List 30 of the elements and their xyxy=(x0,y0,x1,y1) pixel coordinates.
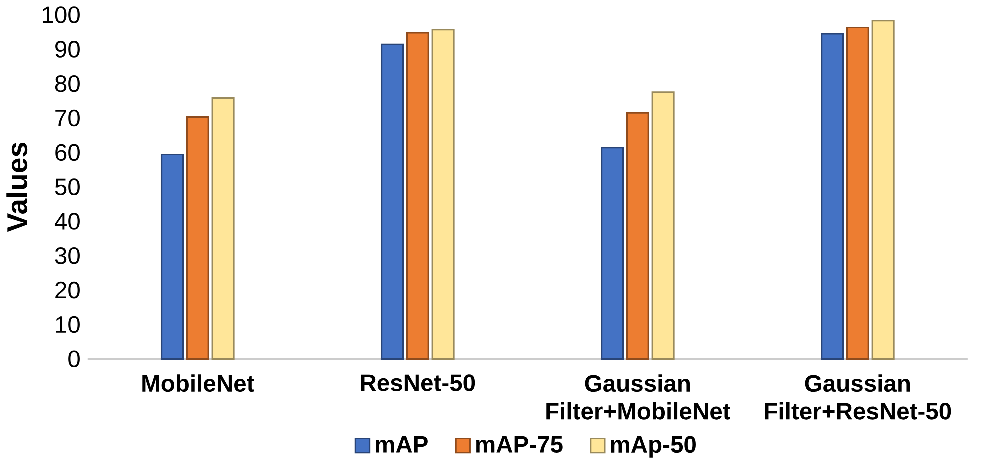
bar xyxy=(186,116,210,360)
y-tick-label: 50 xyxy=(55,178,80,196)
legend-label: mAP-75 xyxy=(476,436,563,454)
bar xyxy=(626,112,650,360)
y-tick-label: 70 xyxy=(56,110,80,127)
bar xyxy=(160,154,184,360)
bar xyxy=(652,92,675,360)
y-tick-label: 10 xyxy=(56,316,80,334)
legend-label: mAP xyxy=(376,436,428,453)
y-tick-label: 0 xyxy=(68,350,80,368)
bar xyxy=(601,147,624,360)
bar xyxy=(821,33,844,360)
y-tick-label: 30 xyxy=(55,248,80,264)
bar xyxy=(872,20,895,360)
bar xyxy=(212,98,235,360)
bar xyxy=(846,27,870,360)
bar xyxy=(406,32,430,360)
y-tick-label: 100 xyxy=(42,6,80,24)
y-axis-title: Values xyxy=(6,143,28,232)
x-tick-label: ResNet-50 xyxy=(361,374,476,392)
legend-label: mAp-50 xyxy=(611,436,696,458)
y-tick-label: 60 xyxy=(56,144,80,162)
bar xyxy=(380,44,404,360)
x-tick-label: MobileNet xyxy=(142,374,254,392)
x-tick-label: Gaussian Filter+ResNet-50 xyxy=(765,374,952,420)
y-tick-label: 40 xyxy=(54,213,80,230)
y-tick-label: 90 xyxy=(56,41,80,58)
y-tick-label: 20 xyxy=(56,282,80,299)
bar xyxy=(432,29,455,360)
y-tick-label: 80 xyxy=(55,76,80,92)
